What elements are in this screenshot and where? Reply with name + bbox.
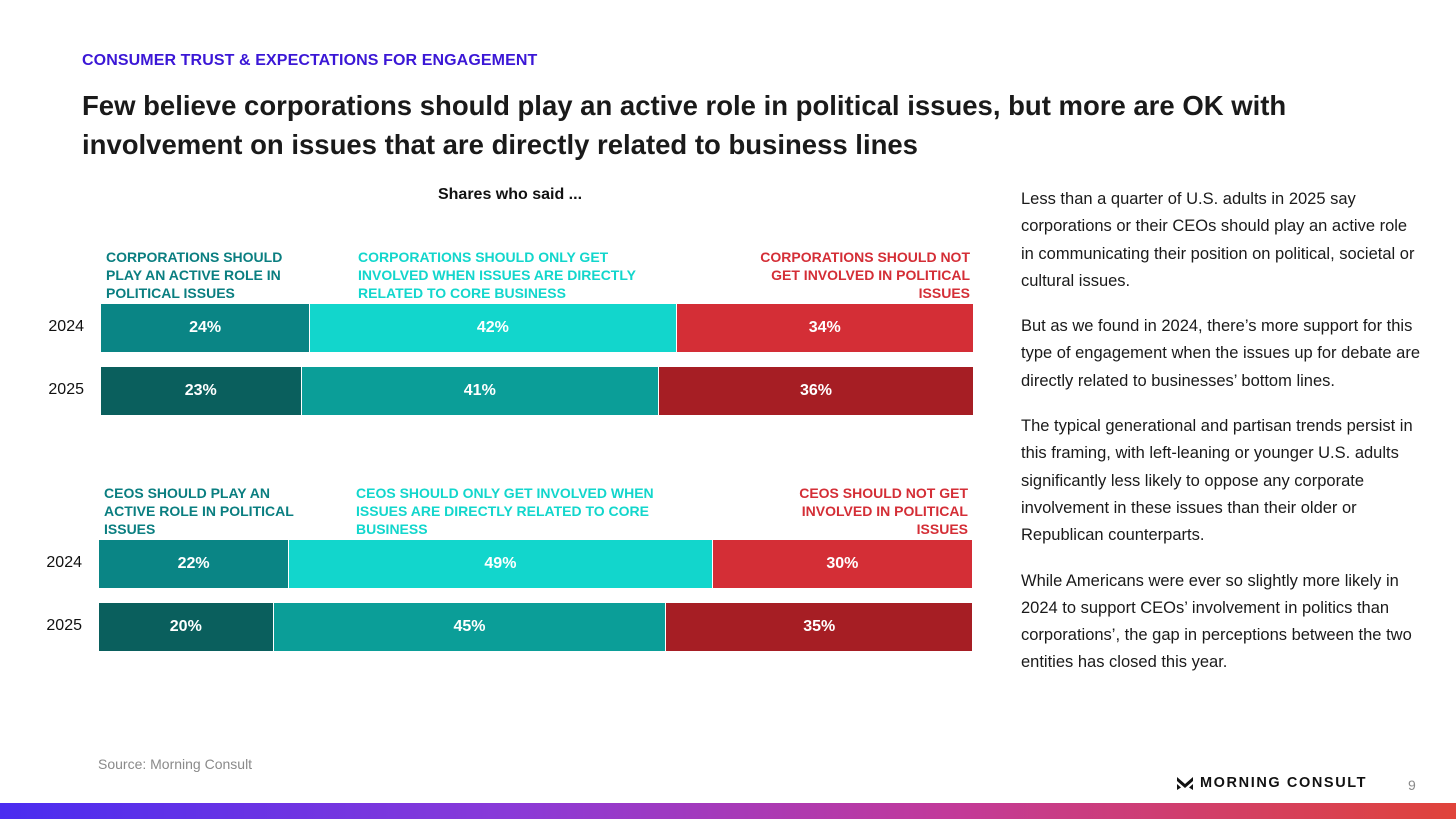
- bar-segment: 41%: [301, 367, 660, 415]
- bar-value-label: 42%: [476, 319, 509, 336]
- year-label: 2024: [48, 318, 84, 335]
- legend-label-core-business: CEOS SHOULD ONLY GET INVOLVED WHEN ISSUE…: [356, 485, 654, 537]
- legend-label-not-involved: CORPORATIONS SHOULD NOT GET INVOLVED IN …: [760, 249, 970, 301]
- bar-value-label: 36%: [800, 382, 833, 399]
- year-label: 2025: [46, 617, 82, 634]
- bar-row: 23% 41% 36%: [101, 367, 973, 415]
- legend-label-core-business: CORPORATIONS SHOULD ONLY GET INVOLVED WH…: [358, 249, 636, 301]
- commentary-paragraph: While Americans were ever so slightly mo…: [1021, 571, 1412, 672]
- bar-segment: 35%: [666, 603, 972, 651]
- year-label: 2024: [46, 554, 82, 571]
- brand-name: MORNING CONSULT: [1200, 775, 1368, 791]
- chart-subtitle: Shares who said ...: [437, 186, 583, 203]
- bar-segment: 22%: [99, 540, 290, 588]
- bar-value-label: 30%: [826, 555, 859, 572]
- legend-label-active-role: CEOS SHOULD PLAY AN ACTIVE ROLE IN POLIT…: [104, 485, 294, 537]
- commentary-paragraph: The typical generational and partisan tr…: [1021, 417, 1413, 545]
- bar-segment: 23%: [101, 367, 302, 415]
- bar-value-label: 24%: [189, 319, 222, 336]
- bar-value-label: 20%: [169, 618, 202, 635]
- footer-gradient-bar: [0, 803, 1456, 819]
- bar-segment: 42%: [310, 304, 677, 352]
- bar-value-label: 23%: [184, 382, 217, 399]
- brand-logo: MORNING CONSULT: [1176, 775, 1367, 791]
- bar-value-label: 35%: [803, 618, 836, 635]
- bar-segment: 20%: [99, 603, 274, 651]
- legend-label-active-role: CORPORATIONS SHOULD PLAY AN ACTIVE ROLE …: [106, 249, 283, 301]
- bar-segment: 36%: [659, 367, 973, 415]
- commentary-paragraph: Less than a quarter of U.S. adults in 20…: [1021, 190, 1415, 290]
- bar-row: 20% 45% 35%: [99, 603, 972, 651]
- commentary-paragraph: But as we found in 2024, there’s more su…: [1021, 317, 1421, 390]
- page-headline: Few believe corporations should play an …: [82, 90, 1287, 160]
- bar-value-label: 49%: [484, 555, 517, 572]
- bar-value-label: 22%: [177, 555, 210, 572]
- section-eyebrow: CONSUMER TRUST & EXPECTATIONS FOR ENGAGE…: [82, 52, 538, 69]
- bar-row: 22% 49% 30%: [99, 540, 972, 588]
- source-note: Source: Morning Consult: [98, 756, 253, 772]
- bar-value-label: 41%: [463, 382, 496, 399]
- bar-segment: 49%: [289, 540, 713, 588]
- morning-consult-logo-icon: [1177, 777, 1193, 790]
- commentary-text: Less than a quarter of U.S. adults in 20…: [1021, 186, 1421, 695]
- bar-segment: 34%: [676, 304, 973, 352]
- page-number: 9: [1408, 777, 1416, 793]
- bar-row: 24% 42% 34%: [101, 304, 973, 352]
- bar-segment: 45%: [273, 603, 667, 651]
- bar-segment: 30%: [712, 540, 972, 588]
- legend-label-not-involved: CEOS SHOULD NOT GET INVOLVED IN POLITICA…: [799, 485, 968, 537]
- bar-value-label: 34%: [808, 319, 841, 336]
- bar-value-label: 45%: [453, 618, 486, 635]
- stacked-bar-charts: CORPORATIONS SHOULD PLAY AN ACTIVE ROLE …: [46, 249, 973, 651]
- bar-segment: 24%: [101, 304, 311, 352]
- year-label: 2025: [48, 381, 84, 398]
